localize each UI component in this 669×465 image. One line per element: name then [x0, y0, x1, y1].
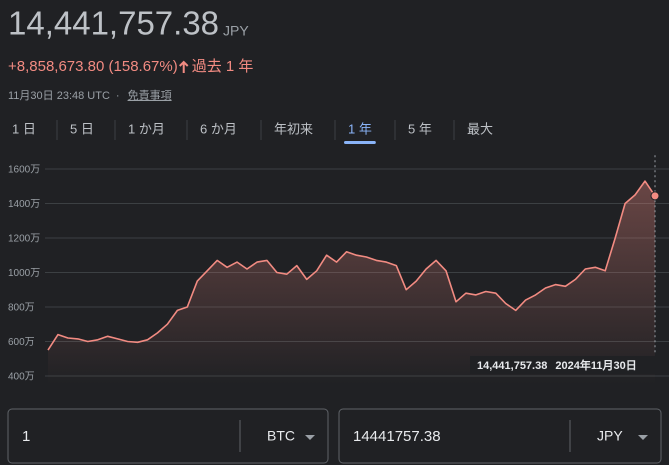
currency: JPY	[223, 23, 249, 39]
converter-input[interactable]: 14441757.38	[353, 428, 441, 445]
price-change: +8,858,673.80 (158.67%)	[8, 58, 178, 75]
converter-input[interactable]: 1	[22, 428, 30, 445]
dropdown-arrow	[638, 435, 648, 440]
area-fill	[48, 181, 655, 385]
time-range-tab[interactable]: 1 日	[12, 121, 36, 136]
y-tick-label: 600万	[8, 337, 35, 348]
time-range-tab[interactable]: 1 年	[348, 121, 372, 136]
converter-box	[7, 408, 329, 464]
hover-label-bg	[470, 356, 662, 374]
period: 過去 1 年	[192, 58, 254, 75]
timestamp: 11月30日 23:48 UTC	[8, 90, 110, 102]
time-range-tab[interactable]: 最大	[467, 121, 493, 136]
y-tick-label: 1000万	[8, 268, 40, 279]
time-range-tab[interactable]: 1 か月	[128, 121, 165, 136]
currency-select[interactable]: JPY	[597, 428, 623, 444]
converter-box	[338, 408, 662, 464]
active-tab-indicator	[344, 141, 376, 144]
time-range-tab[interactable]: 5 年	[408, 121, 432, 136]
disclaimer[interactable]: 免責事項	[128, 88, 172, 102]
y-tick-label: 800万	[8, 303, 35, 314]
y-tick-label: 1400万	[8, 199, 40, 210]
y-tick-label: 1200万	[8, 234, 40, 245]
currency-select[interactable]: BTC	[267, 428, 295, 444]
price-line	[47, 180, 656, 351]
up-arrow	[179, 60, 189, 73]
price: 14,441,757.38	[8, 5, 219, 42]
time-range-tab[interactable]: 5 日	[70, 121, 94, 136]
hover-dot	[650, 191, 660, 201]
dropdown-arrow	[305, 435, 315, 440]
hover-value: 14,441,757.38	[477, 360, 547, 372]
y-tick-label: 1600万	[8, 165, 40, 176]
y-tick-label: 400万	[8, 372, 35, 383]
time-range-tab[interactable]: 年初来	[274, 121, 313, 136]
separator: ·	[116, 90, 120, 102]
time-range-tab[interactable]: 6 か月	[200, 121, 237, 136]
hover-date: 2024年11月30日	[555, 358, 636, 372]
